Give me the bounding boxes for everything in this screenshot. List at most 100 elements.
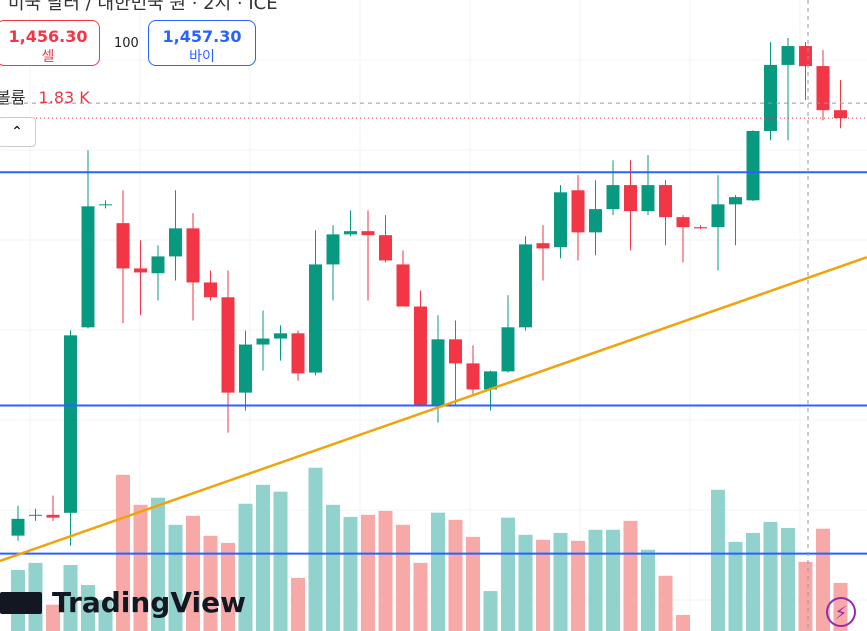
volume-bar — [588, 529, 603, 631]
volume-bar — [763, 521, 778, 631]
volume-bar — [518, 534, 533, 631]
candle-body — [729, 197, 742, 205]
sell-button[interactable]: 1,456.30 셀 — [0, 20, 100, 66]
candle-body — [309, 264, 322, 373]
candle-body — [624, 185, 637, 212]
volume-bar — [501, 517, 515, 631]
buy-label: 바이 — [189, 49, 215, 65]
volume-bar — [63, 565, 78, 631]
candle-body — [659, 185, 672, 218]
volume-bar — [711, 489, 725, 631]
candle-body — [676, 217, 690, 228]
candle-body — [799, 46, 812, 67]
volume-bar — [151, 497, 165, 631]
candle-body — [834, 110, 847, 119]
candle-body — [204, 282, 217, 298]
candle-body — [536, 243, 550, 249]
volume-bar — [781, 527, 795, 631]
logo: TradingView — [0, 586, 246, 619]
candle-body — [274, 333, 287, 339]
volume-bar — [168, 524, 183, 631]
candle-body — [151, 256, 165, 274]
candle-body — [239, 344, 252, 393]
volume-bar — [46, 604, 60, 631]
candle-body — [694, 227, 707, 229]
collapse-button[interactable]: ⌃ — [0, 117, 36, 147]
candle-body — [169, 228, 182, 257]
volume-bar — [256, 484, 270, 631]
volume-bar — [308, 467, 323, 631]
candle-body — [431, 339, 445, 406]
volume-bar — [431, 512, 445, 631]
candle-body — [746, 131, 760, 201]
candle-body — [99, 204, 112, 206]
volume-bar — [798, 561, 813, 631]
candle-body — [221, 297, 235, 393]
candle-body — [64, 335, 77, 513]
trend-line — [0, 256, 867, 563]
candle-body — [449, 339, 462, 364]
volume-label: 볼륨 — [0, 88, 26, 107]
volume-bar — [343, 516, 358, 631]
sell-label: 셀 — [41, 49, 55, 65]
candle-body — [344, 231, 357, 235]
volume-bar — [326, 504, 340, 631]
candle-body — [484, 371, 497, 390]
volume-bar — [728, 541, 743, 631]
candle-body — [466, 363, 480, 390]
candle-body — [781, 46, 795, 65]
volume-bar — [571, 540, 585, 631]
candle-body — [81, 206, 95, 328]
buy-price: 1,457.30 — [162, 27, 242, 46]
volume-bar — [81, 584, 95, 631]
volume-bar — [641, 549, 655, 631]
volume-bar — [606, 529, 620, 631]
buy-button[interactable]: 1,457.30 바이 — [148, 20, 256, 66]
volume-bar — [466, 536, 480, 631]
candle-body — [589, 209, 602, 233]
candle-body — [11, 518, 25, 536]
candle-body — [764, 64, 777, 132]
candle-body — [641, 185, 655, 212]
candle-body — [116, 223, 130, 269]
candle-body — [256, 338, 270, 345]
quantity[interactable]: 100 — [114, 36, 139, 51]
volume-bar — [676, 614, 690, 631]
candle-body — [606, 185, 620, 210]
volume-bar — [378, 510, 393, 631]
logo-icon — [0, 592, 42, 614]
volume-bar — [553, 532, 568, 631]
candle-body — [134, 268, 147, 273]
volume-bar — [536, 539, 550, 631]
candle-body — [711, 204, 725, 228]
flash-button[interactable]: ⚡ — [826, 597, 856, 627]
volume-bar — [238, 503, 253, 631]
candle-body — [519, 244, 532, 328]
volume-bar — [203, 535, 218, 631]
candle-body — [29, 514, 42, 516]
volume-legend: 볼륨 1.83 K — [0, 84, 90, 108]
candle-body — [291, 333, 305, 374]
candle-body — [414, 306, 427, 406]
volume-bar — [273, 491, 288, 631]
volume-bar — [413, 562, 428, 631]
volume-bar — [133, 504, 148, 631]
candle-body — [501, 327, 515, 372]
candle-body — [326, 234, 340, 265]
candle-body — [379, 235, 392, 261]
volume-bar — [361, 514, 375, 631]
volume-bar — [448, 519, 463, 631]
volume-bar — [483, 591, 498, 631]
volume-bar — [658, 575, 673, 631]
volume-bar — [221, 542, 235, 631]
sell-price: 1,456.30 — [8, 27, 88, 46]
volume-bar — [746, 532, 760, 631]
candle-body — [816, 66, 830, 111]
header-title: 미국 달러 / 대한민국 원 · 2시 · ICE — [8, 0, 278, 14]
volume-bar — [98, 599, 113, 631]
candle-body — [46, 514, 60, 518]
volume-bar — [396, 524, 410, 631]
candle-body — [186, 228, 200, 283]
